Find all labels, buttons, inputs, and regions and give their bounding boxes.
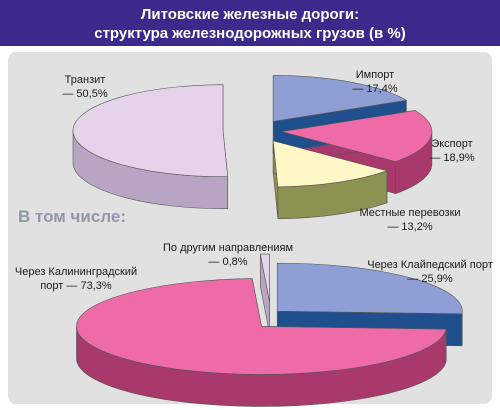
label-other-name: По другим направлениям: [163, 242, 293, 254]
slice-экспорт: [281, 110, 433, 162]
chart-title-line-2: структура железнодорожных грузов (в %): [94, 25, 406, 42]
slice-местные-перевозки: [272, 140, 388, 188]
label-local-value: — 13,2%: [387, 221, 432, 233]
slice-транзит: [72, 84, 229, 177]
slice-через-калининградский-порт: [76, 278, 447, 375]
label-kaliningrad-value: — 73,3%: [66, 280, 111, 292]
slice-импорт: [272, 75, 408, 122]
label-local-name: Местные перевозки: [359, 207, 460, 219]
label-import-name: Импорт: [356, 69, 394, 81]
slice-через-клайпедский-порт: [276, 262, 463, 315]
title-banner: Литовские железные дороги: структура жел…: [0, 0, 500, 46]
label-export-value: — 18,9%: [429, 152, 474, 164]
label-klaipeda-value: — 25,9%: [407, 273, 452, 285]
label-kaliningrad-name-line1: Через Калининградский: [15, 266, 137, 278]
label-transit-name: Транзит: [65, 74, 106, 86]
label-kaliningrad-name-line2: порт — 73,3%: [40, 280, 112, 292]
pie-chart-cargo-structure: [72, 75, 433, 220]
label-other-value: — 0,8%: [208, 256, 247, 268]
label-kaliningrad-port-word: порт: [40, 280, 66, 292]
chart-title-line-1: Литовские железные дороги:: [140, 6, 360, 23]
label-klaipeda-name: Через Клайпедский порт: [367, 259, 493, 271]
slice-по-другим-направлениям: [259, 253, 270, 303]
label-import-value: — 17,4%: [352, 83, 397, 95]
pie-chart-transit-breakdown: [76, 253, 463, 407]
subheading-in-total: В том числе:: [18, 207, 126, 226]
label-transit-value: — 50,5%: [62, 88, 107, 100]
label-export-name: Экспорт: [431, 138, 472, 150]
